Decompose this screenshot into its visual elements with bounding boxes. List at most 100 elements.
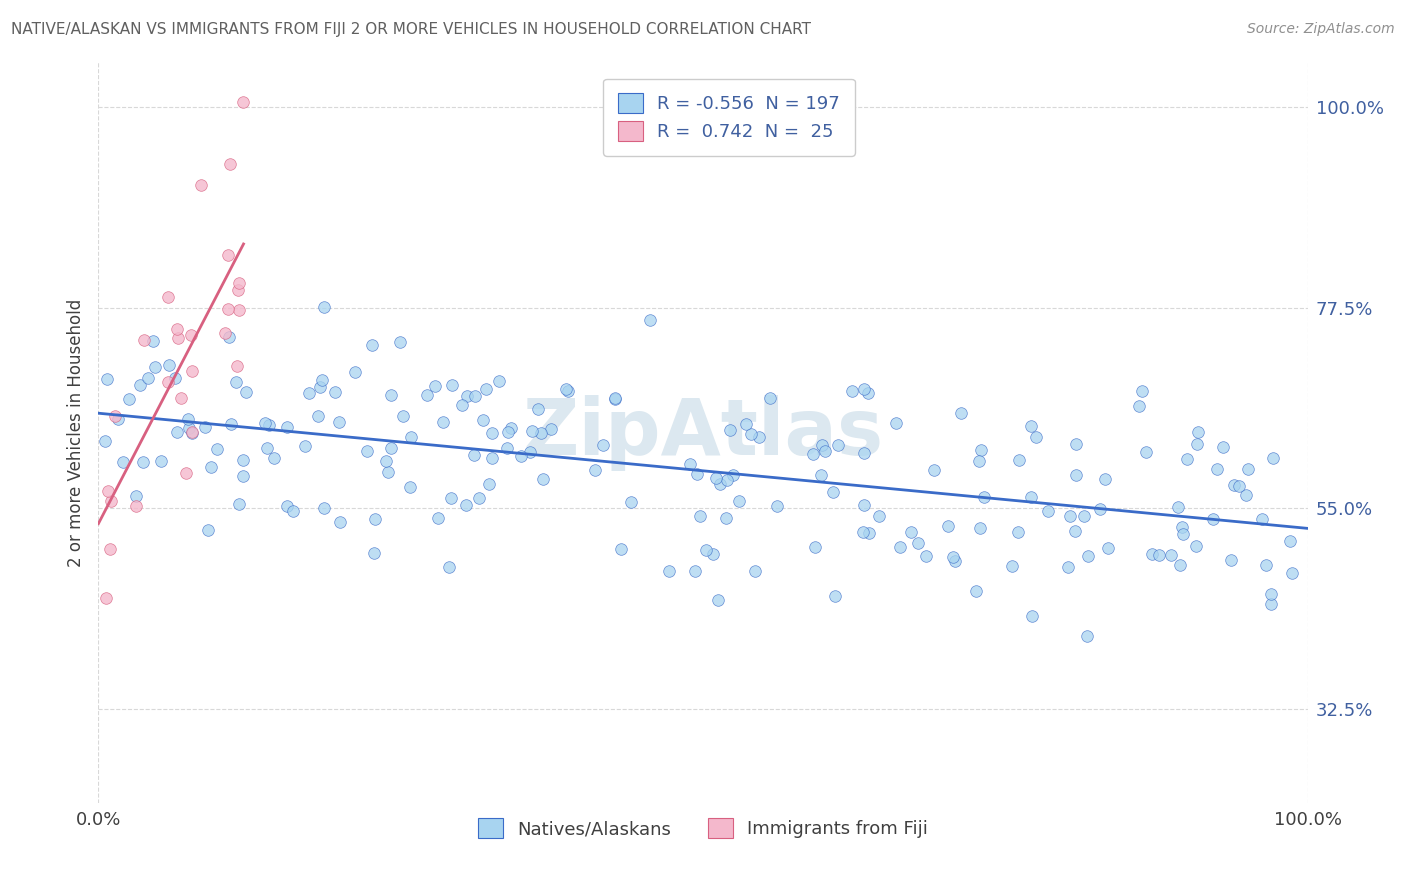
Point	[253, 416, 276, 430]
Point	[118, 392, 141, 406]
Point	[1001, 558, 1024, 573]
Point	[104, 409, 127, 424]
Point	[180, 425, 202, 440]
Point	[853, 382, 876, 396]
Point	[852, 524, 875, 539]
Point	[852, 446, 875, 460]
Point	[156, 290, 179, 304]
Point	[166, 322, 188, 336]
Point	[377, 465, 399, 479]
Point	[217, 302, 239, 317]
Point	[720, 423, 742, 437]
Point	[821, 484, 844, 499]
Point	[603, 392, 626, 406]
Point	[451, 398, 474, 412]
Point	[499, 421, 522, 435]
Point	[914, 549, 936, 564]
Point	[177, 412, 200, 426]
Point	[217, 247, 239, 261]
Point	[519, 445, 541, 459]
Point	[938, 519, 960, 533]
Point	[228, 283, 250, 297]
Point	[709, 477, 731, 491]
Point	[464, 389, 486, 403]
Point	[973, 490, 995, 504]
Point	[969, 443, 991, 458]
Point	[228, 276, 250, 290]
Point	[1076, 549, 1098, 563]
Point	[307, 409, 329, 423]
Point	[356, 444, 378, 458]
Point	[312, 501, 335, 516]
Point	[638, 312, 661, 326]
Point	[96, 591, 118, 605]
Point	[143, 360, 166, 375]
Point	[527, 401, 550, 416]
Point	[232, 95, 254, 109]
Point	[886, 417, 908, 431]
Point	[1171, 520, 1194, 534]
Point	[456, 498, 478, 512]
Point	[744, 564, 766, 578]
Point	[97, 483, 120, 498]
Point	[1036, 504, 1059, 518]
Point	[1064, 437, 1087, 451]
Point	[801, 447, 824, 461]
Point	[388, 335, 411, 350]
Point	[276, 419, 298, 434]
Point	[716, 473, 738, 487]
Point	[1076, 629, 1098, 643]
Point	[841, 384, 863, 399]
Point	[298, 386, 321, 401]
Point	[1185, 539, 1208, 553]
Y-axis label: 2 or more Vehicles in Household: 2 or more Vehicles in Household	[67, 299, 86, 566]
Point	[889, 540, 911, 554]
Point	[706, 593, 728, 607]
Point	[190, 178, 212, 192]
Point	[225, 359, 247, 373]
Point	[620, 495, 643, 509]
Point	[520, 424, 543, 438]
Point	[1019, 490, 1042, 504]
Point	[100, 494, 122, 508]
Point	[1220, 553, 1243, 567]
Point	[107, 412, 129, 426]
Point	[232, 468, 254, 483]
Point	[1160, 548, 1182, 562]
Point	[363, 546, 385, 560]
Point	[1021, 609, 1043, 624]
Point	[1008, 452, 1031, 467]
Point	[463, 449, 485, 463]
Point	[824, 589, 846, 603]
Point	[685, 564, 707, 578]
Point	[180, 328, 202, 343]
Point	[1260, 597, 1282, 611]
Point	[1251, 511, 1274, 525]
Point	[471, 413, 494, 427]
Point	[112, 455, 135, 469]
Point	[740, 426, 762, 441]
Point	[142, 334, 165, 348]
Point	[166, 425, 188, 439]
Point	[294, 439, 316, 453]
Point	[232, 452, 254, 467]
Point	[205, 442, 228, 456]
Point	[540, 422, 562, 436]
Point	[609, 542, 631, 557]
Point	[218, 330, 240, 344]
Point	[1279, 534, 1302, 549]
Point	[1187, 425, 1209, 440]
Point	[704, 470, 727, 484]
Point	[702, 547, 724, 561]
Text: Source: ZipAtlas.com: Source: ZipAtlas.com	[1247, 22, 1395, 37]
Point	[1185, 437, 1208, 451]
Point	[467, 491, 489, 505]
Point	[1167, 500, 1189, 515]
Point	[811, 438, 834, 452]
Point	[380, 441, 402, 455]
Point	[1063, 524, 1085, 538]
Point	[858, 526, 880, 541]
Point	[257, 418, 280, 433]
Point	[827, 438, 849, 452]
Point	[1212, 441, 1234, 455]
